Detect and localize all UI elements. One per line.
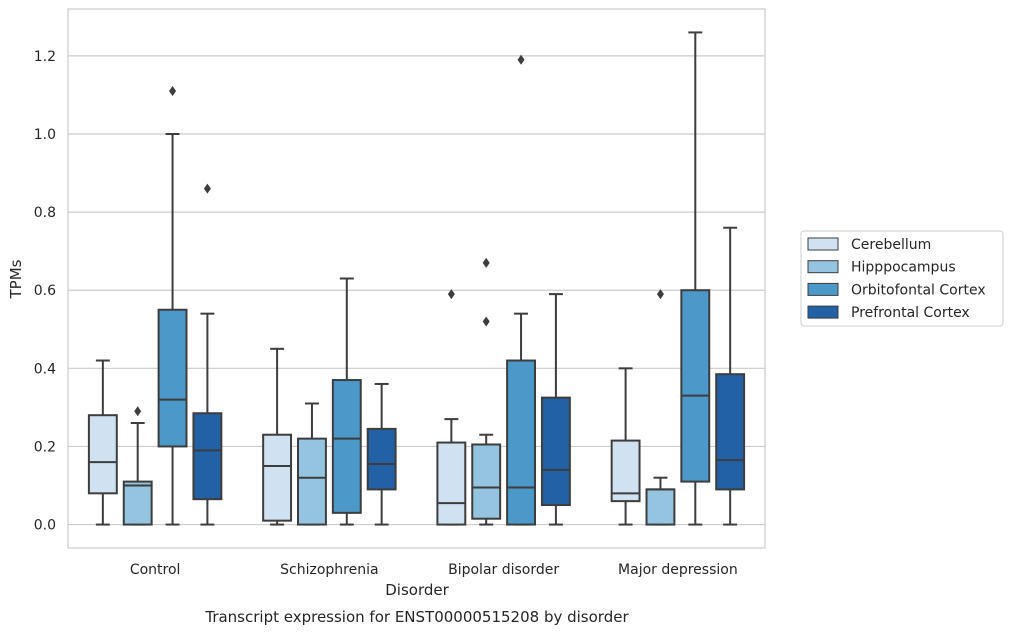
box-3-1 — [645, 289, 676, 526]
box-body — [680, 289, 711, 483]
outlier-marker — [482, 257, 490, 268]
y-tick-label: 0.2 — [34, 439, 56, 455]
box-body — [297, 437, 327, 526]
box-body — [645, 488, 676, 526]
y-tick-label: 0.0 — [34, 518, 56, 534]
chart-caption: Transcript expression for ENST0000051520… — [204, 608, 629, 626]
box-body — [331, 379, 362, 514]
boxes-layer — [87, 31, 746, 526]
y-axis-label: TPMs — [7, 259, 25, 299]
box-2-1 — [471, 257, 502, 526]
box-body — [157, 308, 188, 448]
x-axis-label: Disorder — [385, 581, 449, 599]
x-axis-ticks: Control Schizophrenia Bipolar disorder Majo… — [130, 562, 738, 578]
box-3-0 — [610, 367, 641, 526]
x-tick-label: Major depression — [618, 562, 738, 578]
box-0-3 — [192, 183, 223, 526]
outlier-marker — [482, 316, 490, 327]
box-body — [436, 441, 467, 526]
box-0-1 — [122, 406, 153, 526]
legend: Cerebellum Hipppocampus Orbitofontal Corte… — [800, 230, 1004, 327]
legend-label: Orbitofontal Cortex — [851, 282, 986, 298]
box-2-0 — [436, 289, 467, 526]
x-tick-label: Schizophrenia — [280, 562, 378, 578]
box-body — [262, 433, 293, 522]
box-body — [87, 414, 118, 495]
box-body — [366, 427, 397, 491]
legend-label: Hipppocampus — [851, 260, 956, 276]
outlier-marker — [169, 86, 177, 97]
legend-swatch — [807, 260, 839, 274]
x-tick-label: Control — [130, 562, 181, 578]
x-tick-label: Bipolar disorder — [448, 562, 559, 578]
box-0-2 — [157, 86, 188, 526]
outlier-marker — [134, 406, 142, 417]
box-3-3 — [715, 226, 746, 526]
outlier-marker — [656, 289, 664, 300]
legend-swatch — [807, 305, 839, 319]
y-tick-label: 0.8 — [34, 205, 56, 221]
legend-label: Prefrontal Cortex — [851, 305, 970, 321]
y-tick-label: 0.4 — [34, 361, 56, 377]
box-body — [715, 373, 746, 491]
y-tick-label: 1.0 — [34, 127, 56, 143]
box-body — [540, 396, 571, 507]
legend-swatch — [807, 282, 839, 296]
legend-label: Cerebellum — [851, 237, 931, 253]
legend-frame — [800, 230, 1004, 327]
y-axis-ticks: 0.0 0.2 0.4 0.6 0.8 1.0 1.2 — [34, 49, 56, 534]
outlier-marker — [447, 289, 455, 300]
box-1-2 — [331, 277, 362, 526]
outlier-marker — [203, 183, 211, 194]
box-body — [471, 443, 502, 520]
box-3-2 — [680, 31, 711, 526]
box-body — [610, 439, 641, 503]
y-tick-label: 0.6 — [34, 283, 56, 299]
y-tick-label: 1.2 — [34, 49, 56, 65]
box-body — [122, 480, 153, 526]
box-body — [506, 359, 536, 526]
box-1-1 — [297, 402, 327, 526]
legend-swatch — [807, 237, 839, 251]
box-2-3 — [540, 293, 571, 526]
outlier-marker — [517, 54, 525, 65]
box-1-3 — [366, 382, 397, 526]
box-1-0 — [262, 347, 293, 526]
box-body — [192, 412, 223, 501]
box-0-0 — [87, 359, 118, 526]
box-2-2 — [506, 54, 536, 526]
plot-frame — [67, 8, 766, 549]
